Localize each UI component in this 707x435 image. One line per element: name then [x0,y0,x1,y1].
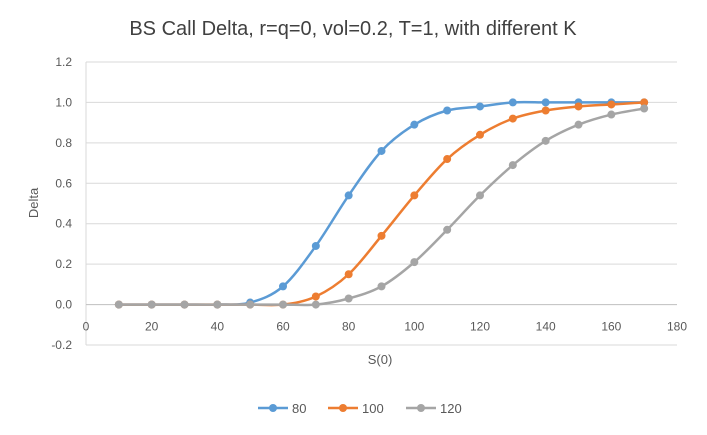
axes [85,62,677,345]
data-point [541,98,550,107]
series-line [118,101,645,307]
chart-title: BS Call Delta, r=q=0, vol=0.2, T=1, with… [129,18,577,40]
data-point [640,98,649,107]
x-tick-label: 20 [145,320,159,334]
legend-label: 120 [440,401,462,416]
data-point [279,300,287,309]
x-axis-title: S(0) [368,352,393,367]
data-point [377,146,386,155]
legend: 80 100 120 [258,401,462,416]
legend-item-120: 120 [406,401,462,416]
series-line [118,100,645,306]
data-point [377,282,386,291]
data-point [311,292,320,301]
data-point [508,98,517,107]
y-tick-label: 0.0 [55,298,72,312]
data-point [410,191,419,200]
data-point [476,102,484,111]
data-point [410,120,419,129]
legend-swatch-marker [269,404,277,412]
data-point [311,300,320,309]
data-point [476,191,484,200]
data-point [640,104,649,113]
data-point [607,100,616,109]
data-point [344,294,353,303]
data-point [344,191,353,200]
gridlines [86,61,677,346]
data-point [541,106,550,115]
x-tick-label: 140 [536,320,556,334]
data-point [443,155,452,164]
y-axis-title: Delta [26,187,41,218]
x-tick-label: 60 [276,320,290,334]
legend-swatch-marker [417,404,425,412]
data-point [114,300,123,309]
x-tick-label: 180 [667,320,687,334]
series-group [114,98,649,309]
data-point [213,300,222,309]
x-tick-label: 0 [83,320,90,334]
y-tick-label: 0.6 [55,176,72,190]
x-tick-label: 80 [342,320,356,334]
data-point [508,161,517,170]
data-point [443,106,452,115]
y-tick-label: 1.0 [55,95,72,109]
data-point [180,300,189,309]
data-point [574,120,583,129]
x-tick-label: 160 [601,320,621,334]
data-point [147,300,156,309]
data-point [410,258,419,267]
y-tick-label: 0.8 [55,136,72,150]
legend-label: 100 [362,401,384,416]
data-point [246,300,255,309]
legend-item-100: 100 [328,401,384,416]
data-point [279,282,287,291]
x-tick-label: 40 [211,320,225,334]
data-point [508,114,517,123]
data-point [607,110,616,119]
data-point [476,130,484,139]
x-tick-label: 120 [470,320,490,334]
y-tick-label: 0.2 [55,257,72,271]
tick-labels: -0.2 0.0 0.2 0.4 0.6 0.8 1.0 1.2 0 20 40 60 80 100 120… [51,55,687,352]
y-tick-label: 0.4 [55,217,72,231]
legend-swatch-marker [339,404,347,412]
data-point [311,241,320,250]
x-tick-label: 100 [404,320,424,334]
legend-label: 80 [292,401,306,416]
legend-item-80: 80 [258,401,306,416]
data-point [443,225,452,234]
y-tick-label: 1.2 [55,55,72,69]
y-tick-label: -0.2 [51,338,72,352]
data-point [574,102,583,111]
data-point [377,231,386,240]
series-line [118,107,645,307]
data-point [344,270,353,279]
data-point [541,136,550,145]
series-120 [114,104,649,309]
